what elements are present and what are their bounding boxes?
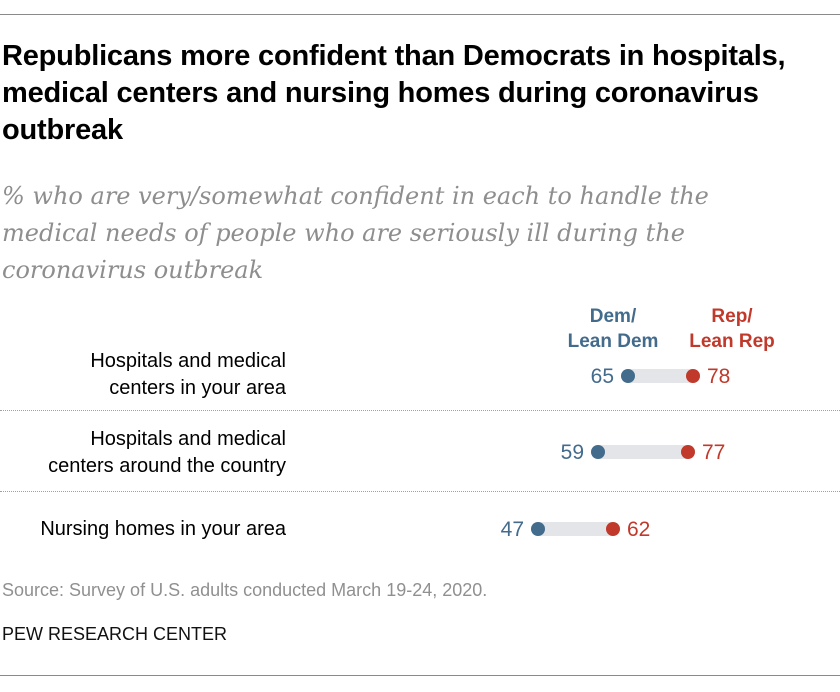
chart-subtitle: % who are very/somewhat confident in eac… [2, 182, 709, 284]
row-label-0-line2: centers in your area [109, 377, 286, 399]
row-label-1-line2: centers around the country [48, 455, 286, 477]
row-separator [0, 491, 840, 492]
rep-dot [681, 445, 695, 459]
legend-dem: Dem/ Lean Dem [550, 304, 676, 354]
rep-value-label: 78 [707, 365, 730, 388]
row-label-2-line1: Nursing homes in your area [40, 518, 286, 540]
dem-dot [531, 522, 545, 536]
dem-dot [621, 369, 635, 383]
row-label-0-line1: Hospitals and medical [90, 350, 286, 372]
top-rule [0, 14, 840, 15]
legend-dem-line2: Lean Dem [567, 331, 659, 352]
row-label-0: Hospitals and medical centers in your ar… [90, 348, 286, 402]
dem-value-label: 47 [501, 518, 524, 541]
row-label-2: Nursing homes in your area [40, 516, 286, 543]
legend-rep-line1: Rep/ [711, 306, 753, 327]
rep-value-label: 77 [702, 441, 725, 464]
row-label-1: Hospitals and medical centers around the… [48, 426, 286, 480]
chart-title: Republicans more confident than Democrat… [2, 40, 786, 146]
bottom-rule [0, 675, 840, 676]
legend-dem-line1: Dem/ [589, 306, 637, 327]
rep-value-label: 62 [627, 518, 650, 541]
dem-value-label: 59 [561, 441, 584, 464]
rep-dot [686, 369, 700, 383]
dem-dot [591, 445, 605, 459]
dem-value-label: 65 [591, 365, 614, 388]
legend-rep: Rep/ Lean Rep [672, 304, 792, 354]
source-note: Source: Survey of U.S. adults conducted … [2, 580, 488, 600]
org-credit: PEW RESEARCH CENTER [2, 624, 228, 644]
row-label-1-line1: Hospitals and medical [90, 428, 286, 450]
row-separator [0, 410, 840, 411]
legend-rep-line2: Lean Rep [689, 331, 775, 352]
rep-dot [606, 522, 620, 536]
